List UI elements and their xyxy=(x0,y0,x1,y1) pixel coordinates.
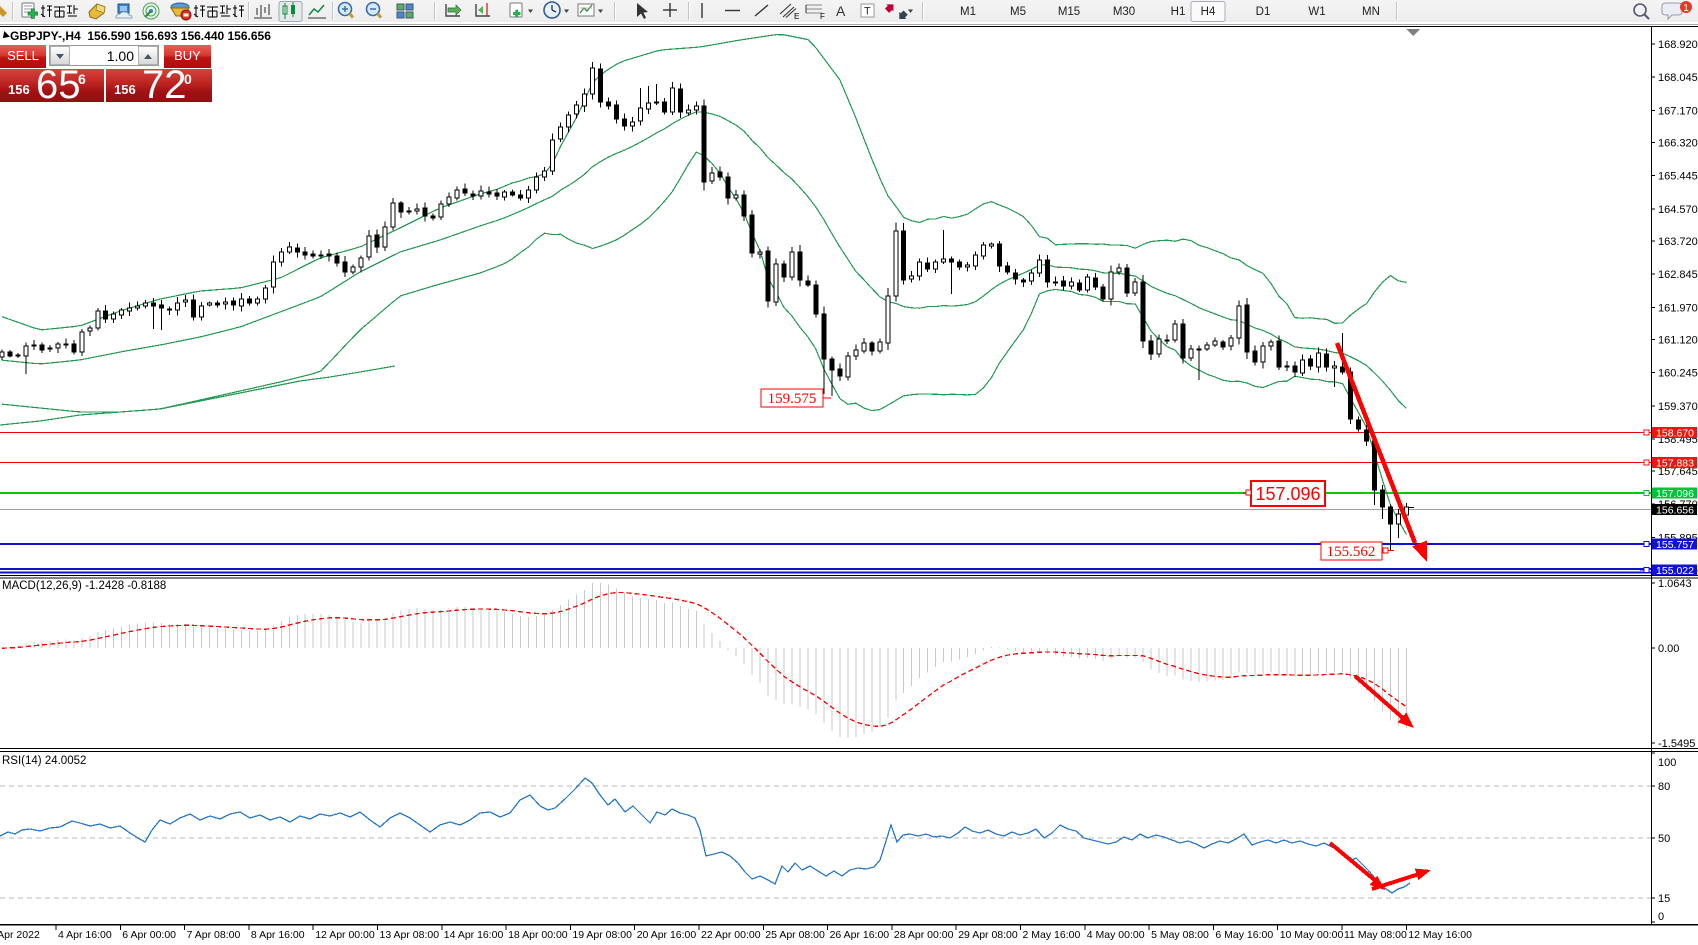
svg-text:W1: W1 xyxy=(1308,6,1325,18)
svg-text:MACD(12,26,9) -1.2428 -0.8188: MACD(12,26,9) -1.2428 -0.8188 xyxy=(2,580,166,592)
svg-text:M5: M5 xyxy=(1010,6,1026,18)
svg-text:2 May 16:00: 2 May 16:00 xyxy=(1023,929,1081,941)
svg-text:18 Apr 00:00: 18 Apr 00:00 xyxy=(508,929,568,941)
svg-text:10 May 00:00: 10 May 00:00 xyxy=(1280,929,1344,941)
svg-text:167.170: 167.170 xyxy=(1658,105,1698,117)
svg-text:168.920: 168.920 xyxy=(1658,39,1698,51)
svg-text:1: 1 xyxy=(1683,3,1689,14)
svg-text:D1: D1 xyxy=(1256,6,1271,18)
svg-text:H1: H1 xyxy=(1171,6,1186,18)
svg-text:M30: M30 xyxy=(1113,6,1135,18)
svg-text:RSI(14) 24.0052: RSI(14) 24.0052 xyxy=(2,755,86,767)
svg-text:29 Apr 08:00: 29 Apr 08:00 xyxy=(958,929,1018,941)
svg-text:0.00: 0.00 xyxy=(1658,643,1679,655)
svg-text:MN: MN xyxy=(1362,6,1380,18)
svg-text:H4: H4 xyxy=(1201,6,1216,18)
svg-text:14 Apr 16:00: 14 Apr 16:00 xyxy=(444,929,504,941)
svg-text:155.757: 155.757 xyxy=(1656,539,1694,551)
svg-text:12 Apr 00:00: 12 Apr 00:00 xyxy=(315,929,375,941)
svg-text:163.720: 163.720 xyxy=(1658,236,1698,248)
svg-text:168.045: 168.045 xyxy=(1658,72,1698,84)
svg-text:162.845: 162.845 xyxy=(1658,269,1698,281)
svg-text:161.970: 161.970 xyxy=(1658,302,1698,314)
svg-text:159.370: 159.370 xyxy=(1658,401,1698,413)
svg-text:8 Apr 16:00: 8 Apr 16:00 xyxy=(251,929,305,941)
svg-text:T: T xyxy=(864,6,871,18)
svg-text:A: A xyxy=(836,3,846,19)
svg-text:157.645: 157.645 xyxy=(1658,466,1698,478)
svg-text:158.670: 158.670 xyxy=(1656,428,1694,440)
svg-text:157.096: 157.096 xyxy=(1656,488,1694,500)
svg-text:19 Apr 08:00: 19 Apr 08:00 xyxy=(572,929,632,941)
svg-text:155.562: 155.562 xyxy=(1327,544,1376,560)
svg-text:1 Apr 2022: 1 Apr 2022 xyxy=(0,929,40,941)
svg-text:M15: M15 xyxy=(1058,6,1080,18)
svg-text:4 May 00:00: 4 May 00:00 xyxy=(1087,929,1145,941)
svg-text:7 Apr 08:00: 7 Apr 08:00 xyxy=(187,929,241,941)
svg-text:25 Apr 08:00: 25 Apr 08:00 xyxy=(765,929,825,941)
svg-text:80: 80 xyxy=(1658,781,1670,793)
svg-text:165.445: 165.445 xyxy=(1658,171,1698,183)
svg-text:15: 15 xyxy=(1658,893,1670,905)
svg-text:100: 100 xyxy=(1658,757,1676,769)
svg-text:50: 50 xyxy=(1658,833,1670,845)
svg-text:13 Apr 08:00: 13 Apr 08:00 xyxy=(380,929,440,941)
svg-text:0: 0 xyxy=(1658,911,1664,923)
svg-text:-1.5495: -1.5495 xyxy=(1658,738,1695,750)
svg-text:6 Apr 00:00: 6 Apr 00:00 xyxy=(122,929,176,941)
svg-text:160.245: 160.245 xyxy=(1658,368,1698,380)
svg-text:157.883: 157.883 xyxy=(1656,458,1694,470)
svg-text:156.656: 156.656 xyxy=(1656,505,1694,517)
svg-text:159.575: 159.575 xyxy=(768,391,817,407)
svg-text:E: E xyxy=(794,12,799,21)
svg-text:5 May 08:00: 5 May 08:00 xyxy=(1151,929,1209,941)
svg-text:F: F xyxy=(820,12,825,21)
svg-text:6 May 16:00: 6 May 16:00 xyxy=(1215,929,1273,941)
svg-text:12 May 16:00: 12 May 16:00 xyxy=(1408,929,1472,941)
svg-text:11 May 08:00: 11 May 08:00 xyxy=(1344,929,1407,941)
svg-text:M1: M1 xyxy=(960,6,976,18)
svg-text:161.120: 161.120 xyxy=(1658,335,1698,347)
svg-text:166.320: 166.320 xyxy=(1658,138,1698,150)
svg-text:4 Apr 16:00: 4 Apr 16:00 xyxy=(58,929,112,941)
svg-text:157.096: 157.096 xyxy=(1255,484,1320,504)
svg-text:26 Apr 16:00: 26 Apr 16:00 xyxy=(830,929,890,941)
svg-text:164.570: 164.570 xyxy=(1658,204,1698,216)
svg-text:1.0643: 1.0643 xyxy=(1658,578,1692,590)
svg-text:155.022: 155.022 xyxy=(1656,565,1694,577)
svg-text:20 Apr 16:00: 20 Apr 16:00 xyxy=(637,929,697,941)
svg-text:22 Apr 00:00: 22 Apr 00:00 xyxy=(701,929,761,941)
svg-text:28 Apr 00:00: 28 Apr 00:00 xyxy=(894,929,954,941)
